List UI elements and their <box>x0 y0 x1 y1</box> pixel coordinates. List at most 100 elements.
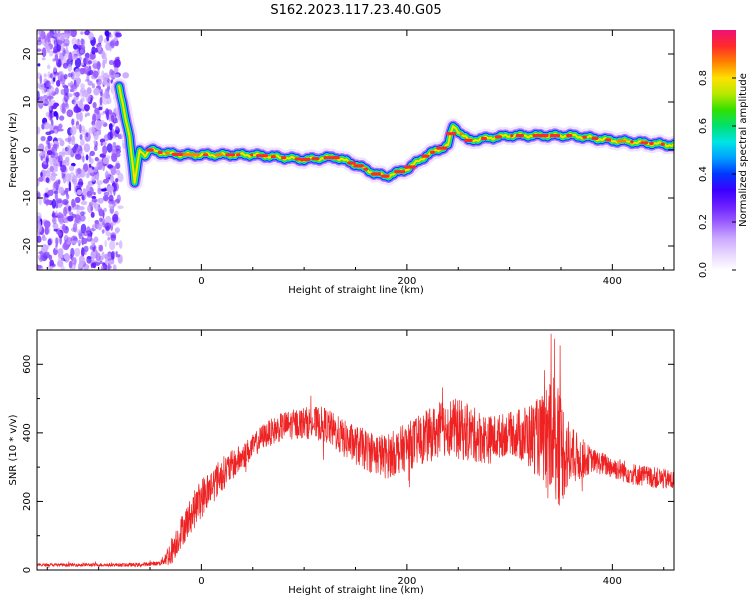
noise-blob <box>41 57 46 61</box>
noise-blob <box>63 92 69 103</box>
noise-blob <box>80 31 84 35</box>
noise-blob <box>63 254 69 260</box>
noise-blob <box>63 206 68 217</box>
ridge-peak <box>353 164 364 168</box>
noise-blob <box>73 92 78 96</box>
noise-blob <box>106 265 112 269</box>
noise-blob <box>122 72 130 79</box>
noise-blob <box>96 161 103 171</box>
snr-frame <box>36 329 675 571</box>
noise-blob <box>45 177 50 183</box>
noise-blob <box>92 113 97 123</box>
ridge-peak <box>270 155 276 159</box>
spectrogram-xlabel: Height of straight line (km) <box>288 285 424 296</box>
noise-blob <box>81 39 86 46</box>
noise-blob <box>99 112 105 116</box>
noise-blob <box>105 108 110 116</box>
x-tick-label: 400 <box>603 276 622 287</box>
noise-blob <box>46 32 53 39</box>
noise-blob <box>91 175 96 182</box>
ridge-peak <box>250 153 254 157</box>
noise-blob <box>81 194 85 200</box>
noise-blob <box>86 256 92 264</box>
noise-blob <box>118 240 123 249</box>
noise-blob <box>37 40 42 46</box>
noise-blob <box>55 202 59 209</box>
noise-blob <box>48 100 53 111</box>
noise-blob <box>95 120 102 131</box>
x-tick-label: 0 <box>198 576 204 587</box>
noise-blob <box>107 185 114 193</box>
noise-blob <box>92 102 97 109</box>
noise-blob <box>80 139 85 146</box>
noise-blob <box>74 153 82 160</box>
y-tick-label: 400 <box>22 423 33 442</box>
noise-blob <box>78 68 81 72</box>
noise-blob <box>52 143 58 148</box>
noise-blob <box>104 222 111 230</box>
noise-blob <box>99 34 104 43</box>
noise-blob <box>76 229 82 234</box>
ridge-peak <box>165 151 170 155</box>
noise-blob <box>77 167 82 175</box>
snr-axes: 0 200 400 0 200 400 600 <box>22 329 674 587</box>
snr-panel: 0 200 400 0 200 400 600 Height of straight lin… <box>8 329 675 596</box>
y-tick-label: 200 <box>22 492 33 511</box>
noise-blob <box>83 65 89 75</box>
noise-blob <box>70 80 74 91</box>
noise-blob <box>115 32 122 38</box>
noise-blob <box>116 164 120 169</box>
ridge-peak <box>192 153 200 157</box>
noise-blob <box>79 112 83 122</box>
noise-blob <box>90 158 94 165</box>
noise-blob <box>50 265 53 270</box>
spectrogram-panel: 0 200 400 -20 -10 0 10 20 Height of straight li… <box>8 29 675 296</box>
noise-blob <box>87 232 93 237</box>
ridge-peak <box>332 156 340 160</box>
noise-blob <box>93 131 99 141</box>
noise-blob <box>64 173 71 182</box>
noise-blob <box>46 95 54 100</box>
noise-blob <box>54 152 59 160</box>
noise-blob <box>58 151 66 156</box>
noise-blob <box>110 174 115 184</box>
noise-blob <box>54 53 59 62</box>
noise-blob <box>77 206 85 211</box>
ridge-peak <box>299 157 311 162</box>
noise-blob <box>41 244 49 253</box>
noise-blob <box>111 148 117 158</box>
noise-blob <box>90 211 95 218</box>
noise-blob <box>81 237 88 245</box>
noise-blob <box>112 199 116 208</box>
ridge-peak <box>494 135 502 139</box>
noise-blob <box>93 87 100 96</box>
y-tick-label: 600 <box>22 355 33 374</box>
snr-ylabel: SNR (10 * v/v) <box>8 414 19 485</box>
noise-blob <box>66 109 74 118</box>
ridge-peak <box>605 138 612 142</box>
noise-blob <box>88 32 94 41</box>
noise-blob <box>52 222 59 230</box>
ridge-peak <box>225 153 236 157</box>
noise-blob <box>56 32 63 43</box>
noise-blob <box>85 56 89 66</box>
noise-blob <box>63 235 69 243</box>
noise-blob <box>49 73 53 79</box>
ridge-peak <box>404 165 416 169</box>
noise-blob <box>45 197 49 207</box>
noise-blob <box>91 239 96 248</box>
noise-blob <box>77 240 82 244</box>
ridge-peak <box>294 157 302 161</box>
noise-blob <box>62 223 66 232</box>
noise-blob <box>37 48 42 52</box>
noise-blob <box>44 99 49 105</box>
noise-blob <box>72 201 76 207</box>
noise-blob <box>108 194 114 202</box>
noise-blob <box>97 197 104 204</box>
noise-blob <box>70 235 77 246</box>
noise-blob <box>41 47 47 58</box>
noise-blob <box>80 200 88 206</box>
noise-blob <box>95 252 101 262</box>
noise-blob <box>37 265 43 269</box>
ridge-peak <box>214 153 223 157</box>
